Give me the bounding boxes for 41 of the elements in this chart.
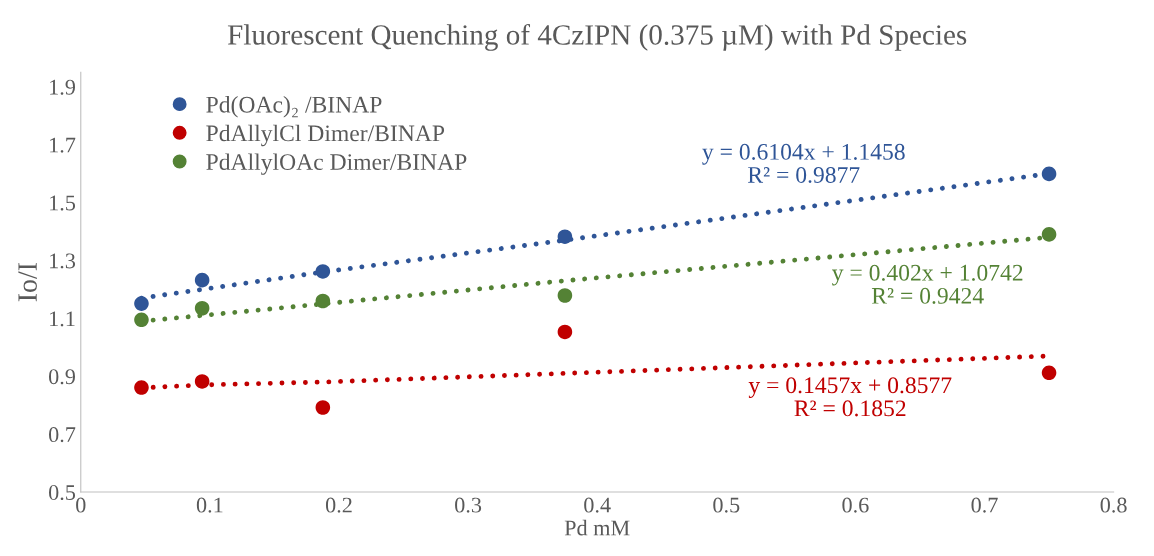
point (134, 296, 149, 311)
x-tick-label: 0.5 (713, 497, 740, 513)
x-tick-label: 0.4 (584, 497, 611, 513)
point (1041, 365, 1057, 381)
legend-label: PdAllylOAc Dimer/BINAP (206, 153, 467, 175)
point (557, 324, 573, 340)
y-axis-title: Io/I (18, 263, 37, 302)
point (194, 300, 210, 316)
point (194, 374, 210, 389)
y-tick-label: 0.7 (48, 427, 76, 443)
x-tick-label: 0.3 (455, 497, 482, 513)
x-tick-label: 0.6 (842, 497, 869, 513)
y-tick-label: 1.9 (50, 79, 76, 95)
point (1041, 227, 1057, 242)
point (134, 312, 149, 328)
annotation: y = 0.402x + 1.0742 R² = 0.9424 (832, 264, 1023, 304)
point (557, 229, 573, 244)
y-tick-label: 0.9 (48, 369, 76, 385)
point (134, 380, 149, 395)
point (557, 288, 573, 303)
chart-title: Fluorescent Quenching of 4CzIPN (0.375 µM) with Pd Species (227, 23, 967, 51)
x-tick-label: 0.8 (1100, 497, 1127, 513)
point (315, 400, 331, 415)
x-tick-label: 0.1 (196, 497, 223, 513)
y-tick-label: 1.5 (50, 195, 76, 211)
point (1041, 166, 1057, 182)
legend-label: PdAllylCl Dimer/BINAP (206, 124, 445, 147)
point (194, 272, 210, 288)
x-axis-title: Pd mM (564, 519, 630, 536)
annotation: y = 0.6104x + 1.1458 R² = 0.9877 (702, 143, 905, 184)
y-tick-label: 1.3 (50, 253, 76, 269)
point (315, 264, 331, 279)
point (315, 293, 331, 309)
x-tick-label: 0 (76, 497, 86, 513)
x-tick-label: 0.7 (971, 497, 998, 513)
y-tick-label: 0.5 (48, 484, 76, 501)
legend-label: Pd(OAc)₂ /BINAP (206, 96, 382, 118)
y-tick-label: 1.1 (50, 311, 75, 327)
x-tick-label: 0.2 (325, 497, 352, 513)
annotation: y = 0.1457x + 0.8577 R² = 0.1852 (748, 377, 952, 417)
y-tick-label: 1.7 (50, 137, 76, 153)
